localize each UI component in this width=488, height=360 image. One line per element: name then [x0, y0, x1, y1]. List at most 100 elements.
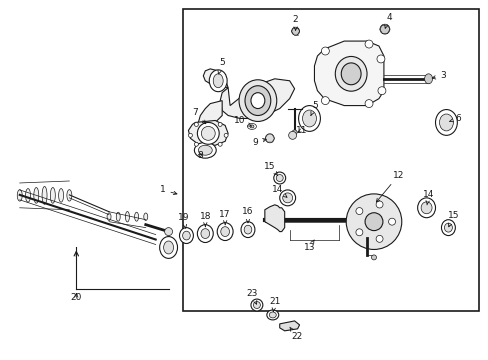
Ellipse shape: [276, 175, 283, 181]
Ellipse shape: [194, 122, 198, 126]
Polygon shape: [279, 321, 299, 331]
Ellipse shape: [134, 212, 138, 221]
Ellipse shape: [420, 202, 431, 214]
Ellipse shape: [273, 172, 285, 184]
Ellipse shape: [163, 241, 173, 254]
Ellipse shape: [67, 190, 72, 201]
Ellipse shape: [182, 231, 190, 240]
Ellipse shape: [365, 40, 372, 48]
Ellipse shape: [217, 223, 233, 240]
Text: 23: 23: [246, 289, 257, 304]
Ellipse shape: [355, 208, 362, 215]
Text: 20: 20: [70, 293, 82, 302]
Ellipse shape: [298, 105, 320, 131]
Ellipse shape: [201, 126, 215, 140]
Text: 16: 16: [242, 207, 253, 223]
Text: 11: 11: [295, 126, 306, 135]
Ellipse shape: [439, 114, 452, 131]
Ellipse shape: [25, 189, 30, 202]
Polygon shape: [264, 205, 284, 231]
Ellipse shape: [388, 218, 395, 225]
Ellipse shape: [302, 110, 316, 127]
Polygon shape: [198, 100, 222, 129]
Ellipse shape: [346, 194, 401, 249]
Ellipse shape: [291, 130, 297, 135]
Text: 6: 6: [449, 114, 460, 123]
Ellipse shape: [164, 228, 172, 235]
Text: 9: 9: [251, 138, 265, 147]
Ellipse shape: [209, 70, 226, 92]
Ellipse shape: [194, 142, 216, 158]
Ellipse shape: [239, 80, 276, 121]
Ellipse shape: [321, 47, 328, 55]
Polygon shape: [220, 79, 294, 118]
Text: 17: 17: [219, 210, 230, 225]
Ellipse shape: [417, 198, 435, 218]
Text: 15: 15: [447, 211, 458, 227]
Polygon shape: [203, 69, 228, 88]
Ellipse shape: [221, 227, 229, 237]
Text: 19: 19: [177, 213, 189, 228]
Ellipse shape: [50, 188, 55, 203]
Ellipse shape: [143, 213, 147, 220]
Text: 1: 1: [160, 185, 177, 195]
Text: 3: 3: [431, 71, 446, 80]
Ellipse shape: [321, 96, 328, 105]
Ellipse shape: [365, 213, 382, 231]
Ellipse shape: [160, 237, 177, 258]
Text: 18: 18: [199, 212, 211, 227]
Ellipse shape: [424, 74, 432, 84]
Ellipse shape: [34, 188, 39, 203]
Ellipse shape: [198, 145, 212, 155]
Ellipse shape: [253, 302, 260, 309]
Ellipse shape: [341, 63, 360, 85]
Ellipse shape: [269, 312, 276, 318]
Ellipse shape: [282, 193, 292, 203]
Text: 7: 7: [192, 108, 205, 124]
Text: 12: 12: [376, 171, 404, 202]
Ellipse shape: [441, 220, 454, 235]
Text: 21: 21: [268, 297, 280, 311]
Ellipse shape: [377, 87, 385, 95]
Ellipse shape: [125, 212, 129, 222]
Ellipse shape: [335, 57, 366, 91]
Ellipse shape: [59, 189, 63, 202]
Ellipse shape: [355, 229, 362, 236]
Ellipse shape: [218, 142, 222, 146]
Ellipse shape: [218, 122, 222, 126]
Ellipse shape: [379, 24, 389, 34]
Ellipse shape: [288, 131, 296, 139]
Ellipse shape: [213, 74, 223, 88]
Text: 22: 22: [289, 327, 302, 341]
Ellipse shape: [279, 190, 295, 206]
Ellipse shape: [375, 201, 382, 208]
Text: 5: 5: [310, 101, 318, 116]
Text: 4: 4: [384, 13, 391, 28]
Ellipse shape: [371, 255, 376, 260]
Ellipse shape: [188, 133, 192, 137]
Ellipse shape: [42, 186, 47, 204]
Text: 15: 15: [264, 162, 277, 176]
Ellipse shape: [197, 122, 219, 144]
Ellipse shape: [291, 27, 299, 35]
Ellipse shape: [116, 212, 120, 221]
Text: 14: 14: [422, 190, 433, 205]
Ellipse shape: [435, 109, 456, 135]
Polygon shape: [188, 121, 228, 145]
Ellipse shape: [107, 213, 111, 220]
Ellipse shape: [376, 55, 384, 63]
Text: 10: 10: [234, 116, 251, 126]
Ellipse shape: [241, 222, 254, 238]
Ellipse shape: [244, 86, 270, 116]
Text: 8: 8: [197, 151, 203, 160]
Ellipse shape: [201, 229, 209, 238]
Text: 5: 5: [218, 58, 224, 74]
Ellipse shape: [247, 123, 256, 129]
Ellipse shape: [375, 235, 382, 242]
Bar: [183, 9, 478, 311]
Ellipse shape: [266, 310, 278, 320]
Ellipse shape: [365, 100, 372, 108]
Ellipse shape: [265, 134, 274, 143]
Ellipse shape: [224, 133, 228, 137]
Ellipse shape: [244, 225, 251, 234]
